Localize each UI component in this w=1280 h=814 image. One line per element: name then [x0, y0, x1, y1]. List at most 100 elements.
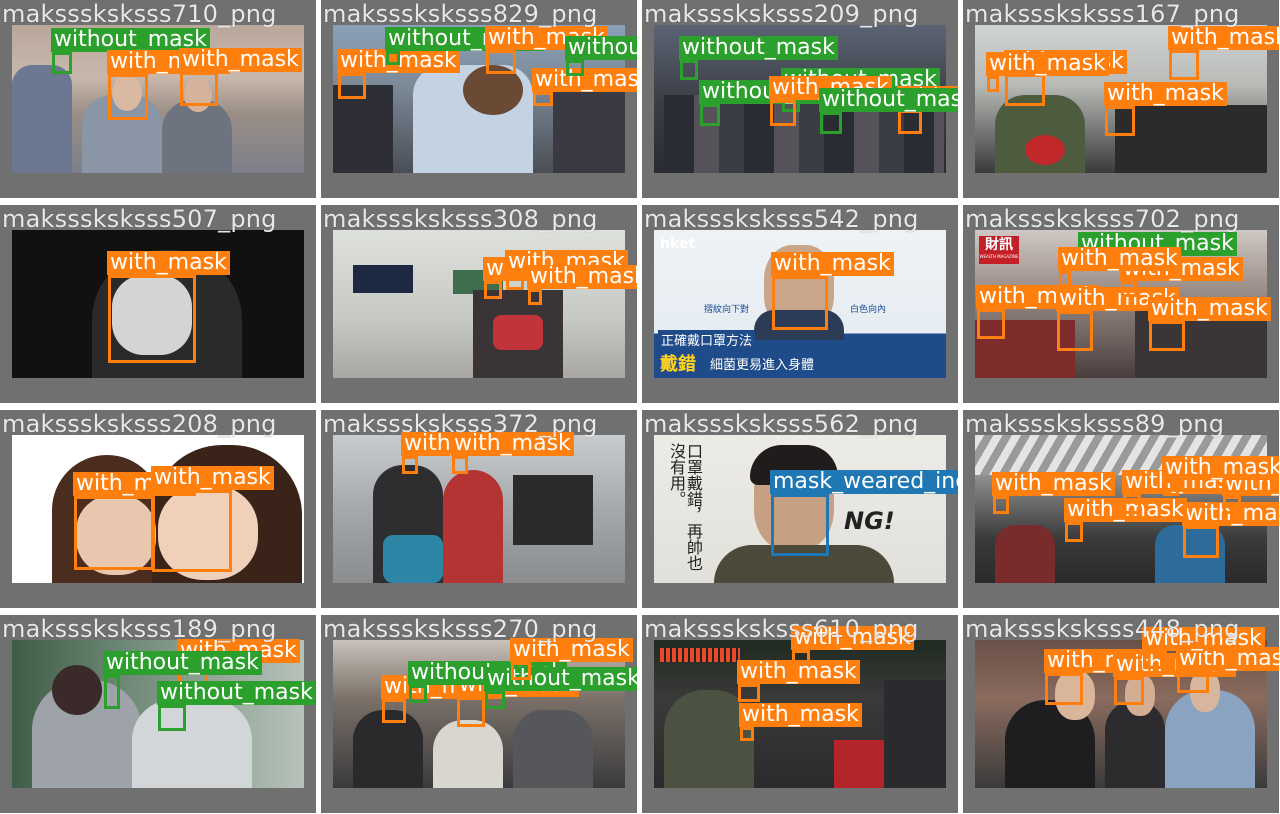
- tile-photo: [333, 435, 625, 583]
- detection-box: with_mask: [1122, 470, 1245, 514]
- detection-label: with_mask: [986, 52, 1109, 76]
- detection-box: with_mask: [1168, 26, 1279, 80]
- detection-label: with_mask: [739, 703, 862, 727]
- detection-label: without_mask: [565, 36, 637, 60]
- detection-label: with_mask: [151, 466, 274, 490]
- image-filename: maksssksksss702_png: [965, 205, 1240, 233]
- detection-label: with_mask: [451, 432, 574, 456]
- tv-channel-logo: hket: [660, 236, 696, 252]
- ng-stamp: NG!: [844, 507, 895, 535]
- detection-label: with_mask: [107, 251, 230, 275]
- detection-box: with_mask: [1222, 472, 1279, 514]
- detection-box: with_mask: [483, 257, 606, 299]
- detection-box: with_mask: [1104, 82, 1227, 136]
- result-tile: maksssksksss507_png with_mask: [0, 205, 316, 403]
- detection-box: without_mask: [408, 661, 567, 703]
- detection-box: with_mask: [456, 673, 579, 727]
- image-filename: maksssksksss542_png: [644, 205, 919, 233]
- result-tile: 財訊 WEALTH MAGAZINE maksssksksss702_png w…: [963, 205, 1279, 403]
- result-tile: maksssksksss270_png with_mask with_mask …: [321, 615, 637, 813]
- result-tile: maksssksksss167_png with_mask with_mask …: [963, 0, 1279, 198]
- image-filename: maksssksksss89_png: [965, 410, 1225, 438]
- detection-box: with_mask: [976, 285, 1099, 339]
- detection-box: with_mask: [510, 638, 633, 680]
- detection-box: with_mask: [337, 49, 460, 99]
- detection-box: with_mask: [107, 50, 230, 120]
- detection-box: with_mask: [1148, 297, 1271, 351]
- image-filename: maksssksksss209_png: [644, 0, 919, 28]
- result-tile: maksssksksss829_png with_mask without_ma…: [321, 0, 637, 198]
- detection-box: with_mask: [1120, 257, 1243, 297]
- detection-box: with_mask: [1176, 647, 1279, 693]
- detection-box: with_mask: [897, 86, 958, 134]
- result-tile: maksssksksss308_png with_mask with_mask …: [321, 205, 637, 403]
- detection-box: without_mask: [157, 681, 316, 731]
- tile-photo: [333, 640, 625, 788]
- detection-box: with_mask: [73, 472, 196, 570]
- image-filename: maksssksksss507_png: [2, 205, 277, 233]
- detection-label: without_mask: [157, 681, 316, 705]
- result-tile: maksssksksss372_png with_mask with_mask: [321, 410, 637, 608]
- detection-box: with_mask: [527, 265, 637, 305]
- detection-box: with_mask: [1058, 247, 1181, 287]
- result-tile: maksssksksss209_png without_mask without…: [642, 0, 958, 198]
- detection-box: with_mask: [737, 660, 860, 702]
- detection-box: with_mask: [1113, 653, 1236, 705]
- image-filename: maksssksksss167_png: [965, 0, 1240, 28]
- caption-highlight: 戴錯: [660, 354, 696, 375]
- detection-label: with_mask: [1168, 26, 1279, 50]
- image-filename: maksssksksss448_png: [965, 615, 1240, 643]
- detection-label: without_mask: [51, 28, 210, 52]
- detection-box: without_mask: [484, 667, 637, 709]
- result-tile: maksssksksss448_png with_mask with_mask …: [963, 615, 1279, 813]
- detection-label: with_mask: [791, 626, 914, 650]
- detection-label: with_mask: [1148, 297, 1271, 321]
- detection-box: with_mask: [1142, 627, 1265, 669]
- detection-box: without_mask: [103, 651, 262, 709]
- detection-label: with_mask: [771, 252, 894, 276]
- detection-label: with_mask: [1182, 502, 1279, 526]
- detection-box: without_mask: [819, 88, 958, 134]
- detection-label: with_mask: [1058, 247, 1181, 271]
- detection-box: with_mask: [1064, 498, 1187, 542]
- image-filename: maksssksksss372_png: [323, 410, 598, 438]
- detection-label: with_mask: [1162, 456, 1279, 480]
- image-filename: maksssksksss270_png: [323, 615, 598, 643]
- detection-label: with_mask: [510, 638, 633, 662]
- vertical-caption: 口罩戴錯，再帥也沒有用。: [667, 443, 703, 571]
- detection-box: with_mask: [992, 472, 1115, 514]
- image-filename: maksssksksss308_png: [323, 205, 598, 233]
- detection-box: without_mask: [699, 80, 858, 126]
- detection-box: without_mask: [385, 27, 544, 65]
- detection-box: with_mask: [485, 26, 608, 74]
- image-filename: maksssksksss208_png: [2, 410, 277, 438]
- detection-box: with_mask: [791, 626, 914, 664]
- detection-label: with_mask: [179, 48, 302, 72]
- detection-box: with_mask: [986, 52, 1109, 92]
- detection-label: with_mask: [1104, 82, 1227, 106]
- result-tile: hket 金屬條向上 摺紋向下對 白色向內 正確戴口罩方法 戴錯 細菌更易進入身…: [642, 205, 958, 403]
- detection-box: with_mask: [771, 252, 894, 330]
- result-tile: maksssksksss710_png without_mask with_ma…: [0, 0, 316, 198]
- result-tile: maksssksksss208_png with_mask with_mask: [0, 410, 316, 608]
- image-filename: maksssksksss710_png: [2, 0, 277, 28]
- detection-box: without_mask: [565, 36, 637, 76]
- detection-box: with_mask: [381, 675, 504, 723]
- detection-box: with_mask: [401, 432, 524, 474]
- caption-text: 細菌更易進入身體: [710, 358, 815, 373]
- image-filename: maksssksksss562_png: [644, 410, 919, 438]
- result-tile: 口罩戴錯，再帥也沒有用。 NG! maksssksksss562_png mas…: [642, 410, 958, 608]
- detection-box: without_mask: [679, 36, 838, 80]
- detection-box: with_mask: [1056, 287, 1179, 351]
- detection-box: with_mask: [151, 466, 274, 572]
- detection-box: mask_weared_incorrect: [770, 470, 958, 556]
- detection-box: without_mask: [51, 28, 210, 74]
- detection-label: without_mask: [819, 88, 958, 112]
- detection-box: with_mask: [1004, 50, 1127, 106]
- detection-label: mask_weared_incorrect: [770, 470, 958, 494]
- detection-label: without_mask: [484, 667, 637, 691]
- caption-right: 白色向內: [850, 305, 887, 315]
- result-tile: maksssksksss610_png with_mask with_mask …: [642, 615, 958, 813]
- detection-box: with_mask: [739, 703, 862, 741]
